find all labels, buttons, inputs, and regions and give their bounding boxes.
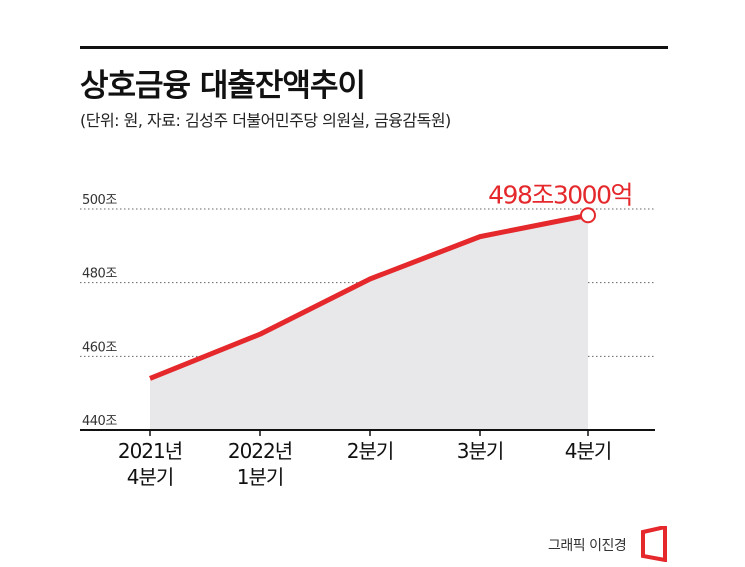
x-tick-label: 2021년 4분기 [118,439,182,489]
data-labels: 498조3000억 [488,180,634,224]
x-tick-label: 2분기 [347,439,394,463]
y-tick-labels: 440조 460조 480조 500조 [82,193,118,429]
area-shape [150,215,588,430]
y-tick-label: 440조 [82,414,117,429]
highlight-data-label: 498조3000억 [488,180,632,209]
series-line [149,212,589,381]
highlight-point [580,207,596,224]
series-polyline [149,212,589,381]
x-tick-label: 2022년 1분기 [228,439,292,489]
publisher-logo-icon [641,526,667,562]
y-tick-label: 460조 [82,340,117,355]
graphic-credit: 그래픽 이진경 [548,538,627,554]
top-rule [80,46,668,49]
x-tick-labels: 2021년 4분기 2022년 1분기 2분기 3분기 4분기 [118,439,612,489]
chart-subtitle: (단위: 원, 자료: 김성주 더불어민주당 의원실, 금융감독원) [80,111,451,130]
chart-title: 상호금융 대출잔액추이 [80,68,366,104]
y-tick-label: 480조 [82,267,117,282]
x-tick-label: 4분기 [565,439,612,463]
x-tick-label: 3분기 [457,439,504,463]
x-axis [80,429,655,436]
area-fill [150,215,588,430]
y-tick-label: 500조 [82,193,117,208]
